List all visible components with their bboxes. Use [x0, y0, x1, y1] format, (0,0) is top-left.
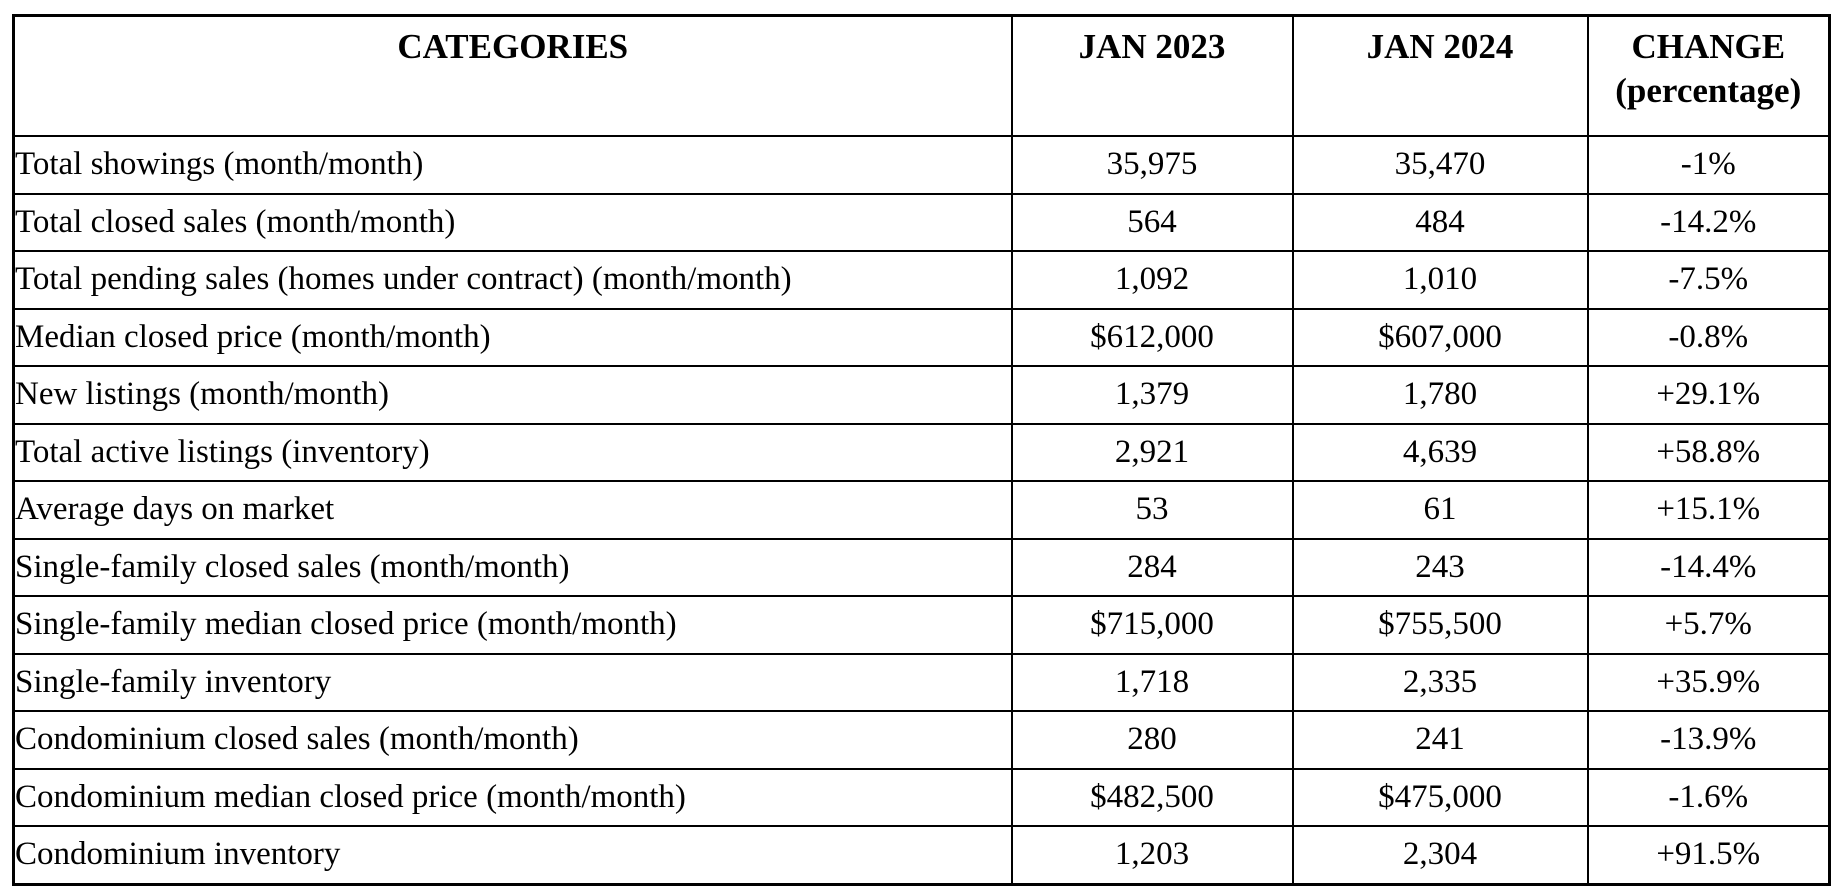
table-row: New listings (month/month) 1,379 1,780 +… — [12, 365, 1831, 425]
jan-2023-cell: 280 — [1010, 710, 1294, 770]
market-stats-table: CATEGORIES JAN 2023 JAN 2024 CHANGE (per… — [12, 14, 1831, 886]
change-cell: -1% — [1586, 135, 1831, 195]
column-header-jan-2023: JAN 2023 — [1010, 14, 1294, 137]
change-cell: +35.9% — [1586, 652, 1831, 712]
category-cell: Median closed price (month/month) — [12, 307, 1013, 367]
jan-2024-cell: 484 — [1291, 192, 1589, 252]
jan-2023-cell: 564 — [1010, 192, 1294, 252]
jan-2024-cell: 2,335 — [1291, 652, 1589, 712]
market-stats-table-container: CATEGORIES JAN 2023 JAN 2024 CHANGE (per… — [12, 14, 1831, 886]
jan-2023-cell: 1,092 — [1010, 250, 1294, 310]
jan-2023-cell: $482,500 — [1010, 767, 1294, 827]
table-row: Total pending sales (homes under contrac… — [12, 250, 1831, 310]
jan-2023-cell: 35,975 — [1010, 135, 1294, 195]
category-cell: Condominium median closed price (month/m… — [12, 767, 1013, 827]
table-body: Total showings (month/month) 35,975 35,4… — [12, 135, 1831, 885]
category-cell: Total active listings (inventory) — [12, 422, 1013, 482]
table-header: CATEGORIES JAN 2023 JAN 2024 CHANGE (per… — [12, 14, 1831, 137]
table-row: Average days on market 53 61 +15.1% — [12, 480, 1831, 540]
change-cell: +15.1% — [1586, 480, 1831, 540]
category-cell: Condominium closed sales (month/month) — [12, 710, 1013, 770]
change-cell: -7.5% — [1586, 250, 1831, 310]
jan-2024-cell: $607,000 — [1291, 307, 1589, 367]
change-cell: +29.1% — [1586, 365, 1831, 425]
jan-2023-cell: 1,718 — [1010, 652, 1294, 712]
table-row: Single-family inventory 1,718 2,335 +35.… — [12, 652, 1831, 712]
jan-2023-cell: 1,379 — [1010, 365, 1294, 425]
jan-2024-cell: 1,780 — [1291, 365, 1589, 425]
jan-2023-cell: $715,000 — [1010, 595, 1294, 655]
column-header-jan-2024: JAN 2024 — [1291, 14, 1589, 137]
change-cell: +58.8% — [1586, 422, 1831, 482]
table-row: Single-family closed sales (month/month)… — [12, 537, 1831, 597]
jan-2023-cell: 53 — [1010, 480, 1294, 540]
jan-2023-cell: $612,000 — [1010, 307, 1294, 367]
category-cell: Single-family median closed price (month… — [12, 595, 1013, 655]
category-cell: Total closed sales (month/month) — [12, 192, 1013, 252]
change-cell: +91.5% — [1586, 825, 1831, 885]
change-cell: -14.4% — [1586, 537, 1831, 597]
column-header-change-title: CHANGE — [1631, 27, 1786, 66]
category-cell: Average days on market — [12, 480, 1013, 540]
table-row: Median closed price (month/month) $612,0… — [12, 307, 1831, 367]
category-cell: Single-family closed sales (month/month) — [12, 537, 1013, 597]
category-cell: Condominium inventory — [12, 825, 1013, 885]
table-row: Total closed sales (month/month) 564 484… — [12, 192, 1831, 252]
column-header-change-subtitle: (percentage) — [1615, 70, 1802, 110]
table-row: Total active listings (inventory) 2,921 … — [12, 422, 1831, 482]
table-row: Condominium closed sales (month/month) 2… — [12, 710, 1831, 770]
category-cell: Total pending sales (homes under contrac… — [12, 250, 1013, 310]
jan-2024-cell: 2,304 — [1291, 825, 1589, 885]
jan-2023-cell: 1,203 — [1010, 825, 1294, 885]
header-row: CATEGORIES JAN 2023 JAN 2024 CHANGE (per… — [12, 14, 1831, 137]
jan-2024-cell: 4,639 — [1291, 422, 1589, 482]
change-cell: -13.9% — [1586, 710, 1831, 770]
category-cell: New listings (month/month) — [12, 365, 1013, 425]
jan-2023-cell: 284 — [1010, 537, 1294, 597]
jan-2024-cell: 61 — [1291, 480, 1589, 540]
jan-2024-cell: 241 — [1291, 710, 1589, 770]
change-cell: -0.8% — [1586, 307, 1831, 367]
change-cell: -1.6% — [1586, 767, 1831, 827]
category-cell: Total showings (month/month) — [12, 135, 1013, 195]
change-cell: +5.7% — [1586, 595, 1831, 655]
table-row: Condominium median closed price (month/m… — [12, 767, 1831, 827]
jan-2024-cell: 35,470 — [1291, 135, 1589, 195]
change-cell: -14.2% — [1586, 192, 1831, 252]
category-cell: Single-family inventory — [12, 652, 1013, 712]
column-header-categories: CATEGORIES — [12, 14, 1013, 137]
column-header-change: CHANGE (percentage) — [1586, 14, 1831, 137]
jan-2024-cell: 1,010 — [1291, 250, 1589, 310]
jan-2023-cell: 2,921 — [1010, 422, 1294, 482]
jan-2024-cell: $475,000 — [1291, 767, 1589, 827]
jan-2024-cell: 243 — [1291, 537, 1589, 597]
table-row: Condominium inventory 1,203 2,304 +91.5% — [12, 825, 1831, 885]
table-row: Total showings (month/month) 35,975 35,4… — [12, 135, 1831, 195]
jan-2024-cell: $755,500 — [1291, 595, 1589, 655]
table-row: Single-family median closed price (month… — [12, 595, 1831, 655]
